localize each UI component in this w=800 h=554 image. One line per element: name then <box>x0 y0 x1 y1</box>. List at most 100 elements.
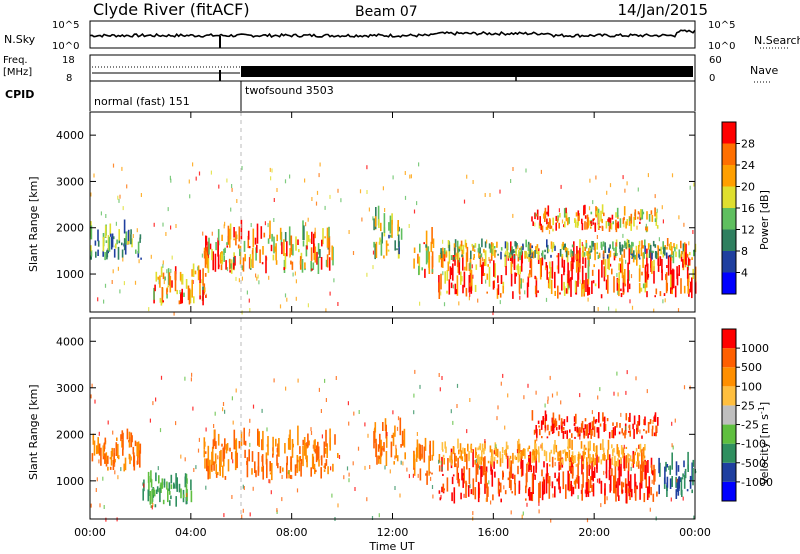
echo-cell <box>225 260 227 270</box>
echo-scatter <box>469 282 471 287</box>
echo-cell <box>569 483 571 491</box>
echo-cell <box>94 240 97 246</box>
echo-scatter <box>151 505 153 510</box>
echo-cell <box>686 489 689 492</box>
echo-cell <box>648 493 650 498</box>
echo-cell <box>323 469 326 472</box>
echo-cell <box>126 428 129 440</box>
echo-cell <box>651 470 654 476</box>
echo-scatter <box>540 444 542 449</box>
echo-cell <box>132 446 135 455</box>
echo-scatter <box>173 311 175 316</box>
echo-cell <box>278 438 280 457</box>
echo-cell <box>518 438 520 450</box>
echo-cell <box>235 231 237 246</box>
echo-cell <box>665 252 668 259</box>
echo-cell <box>641 463 644 481</box>
x-tick-label: 12:00 <box>377 526 409 539</box>
echo-scatter <box>512 167 514 171</box>
echo-scatter <box>484 193 486 197</box>
station-title: Clyde River (fitACF) <box>93 0 250 19</box>
echo-scatter <box>522 278 524 283</box>
echo-cell <box>593 416 595 422</box>
echo-cell <box>425 244 427 248</box>
echo-cell <box>590 458 593 462</box>
echo-scatter <box>276 188 278 192</box>
echo-cell <box>638 268 641 282</box>
echo-cell <box>674 285 677 298</box>
echo-scatter <box>335 376 337 380</box>
echo-cell <box>298 249 300 253</box>
echo-cell <box>546 239 548 248</box>
echo-cell <box>557 253 560 274</box>
echo-scatter <box>162 260 164 265</box>
echo-scatter <box>662 219 664 224</box>
echo-scatter <box>617 278 619 283</box>
echo-cell <box>450 255 453 260</box>
echo-cell <box>510 460 513 479</box>
echo-cell <box>574 219 577 228</box>
echo-cell <box>448 459 451 462</box>
echo-cell <box>215 464 217 474</box>
echo-cell <box>573 416 576 422</box>
echo-cell <box>393 461 395 465</box>
echo-scatter <box>184 457 186 462</box>
echo-cell <box>167 285 169 288</box>
echo-scatter <box>170 178 172 183</box>
echo-scatter <box>458 258 461 263</box>
echo-scatter <box>419 384 421 389</box>
echo-cell <box>460 240 463 247</box>
echo-cell <box>102 250 104 257</box>
echo-cell <box>610 223 613 230</box>
echo-cell <box>544 425 547 431</box>
echo-cell <box>377 444 380 452</box>
echo-cell <box>256 244 258 253</box>
echo-cell <box>303 225 305 241</box>
echo-cell <box>327 466 329 475</box>
echo-cell <box>615 228 618 233</box>
echo-cell <box>675 476 677 488</box>
echo-cell <box>665 272 668 294</box>
echo-cell <box>166 481 168 490</box>
echo-cell <box>163 481 166 485</box>
echo-cell <box>484 250 487 266</box>
echo-cell <box>442 483 445 492</box>
echo-cell <box>520 450 523 469</box>
echo-cell <box>589 465 591 469</box>
echo-cell <box>193 296 195 304</box>
echo-scatter <box>175 421 177 426</box>
echo-cell <box>525 485 527 494</box>
echo-cell <box>624 283 627 287</box>
echo-scatter <box>410 174 412 179</box>
power-colorbar-label: Power [dB] <box>758 190 771 250</box>
echo-cell <box>574 436 576 439</box>
echo-cell <box>657 245 659 249</box>
echo-cell <box>460 492 462 500</box>
echo-scatter <box>232 459 234 464</box>
echo-cell <box>464 448 466 457</box>
echo-cell <box>160 300 163 306</box>
echo-cell <box>269 472 272 475</box>
echo-cell <box>528 445 531 449</box>
echo-scatter <box>413 410 415 415</box>
echo-scatter <box>134 280 137 285</box>
echo-cell <box>256 223 259 244</box>
echo-cell <box>475 264 478 270</box>
echo-cell <box>591 460 593 481</box>
echo-cell <box>572 251 574 257</box>
echo-cell <box>673 243 675 249</box>
echo-scatter <box>440 291 442 296</box>
echo-cell <box>571 263 573 280</box>
echo-cell <box>512 249 515 254</box>
echo-scatter <box>143 483 145 488</box>
echo-cell <box>374 226 377 230</box>
echo-cell <box>443 248 446 255</box>
echo-scatter <box>346 466 349 471</box>
echo-cell <box>608 222 611 232</box>
echo-scatter <box>637 187 639 192</box>
echo-scatter <box>560 184 562 189</box>
echo-cell <box>131 435 133 443</box>
echo-cell <box>611 214 614 220</box>
echo-cell <box>452 263 454 281</box>
echo-cell <box>563 243 565 251</box>
